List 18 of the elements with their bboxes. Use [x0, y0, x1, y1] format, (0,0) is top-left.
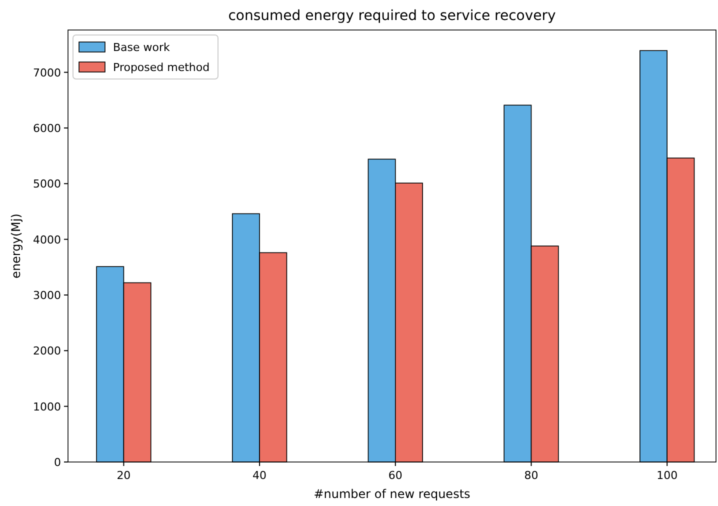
y-tick-label: 6000 [33, 122, 61, 135]
chart-title: consumed energy required to service recovery [228, 8, 556, 24]
y-tick-label: 5000 [33, 178, 61, 191]
y-tick-label: 0 [54, 456, 61, 469]
y-axis-title: energy(Mj) [9, 214, 23, 278]
legend-label: Proposed method [113, 61, 210, 74]
x-tick-label: 20 [116, 469, 131, 482]
x-axis-title: #number of new requests [314, 487, 470, 501]
legend-label: Base work [113, 41, 171, 54]
x-tick-label: 60 [388, 469, 402, 482]
y-tick-label: 7000 [33, 66, 61, 80]
y-tick-label: 4000 [33, 233, 61, 246]
y-tick-label: 3000 [33, 288, 61, 302]
x-tick-label: 40 [252, 469, 267, 482]
x-tick-label: 100 [656, 469, 678, 482]
x-tick-label: 80 [524, 469, 538, 482]
y-tick-label: 1000 [33, 400, 61, 414]
y-tick-label: 2000 [33, 344, 61, 358]
